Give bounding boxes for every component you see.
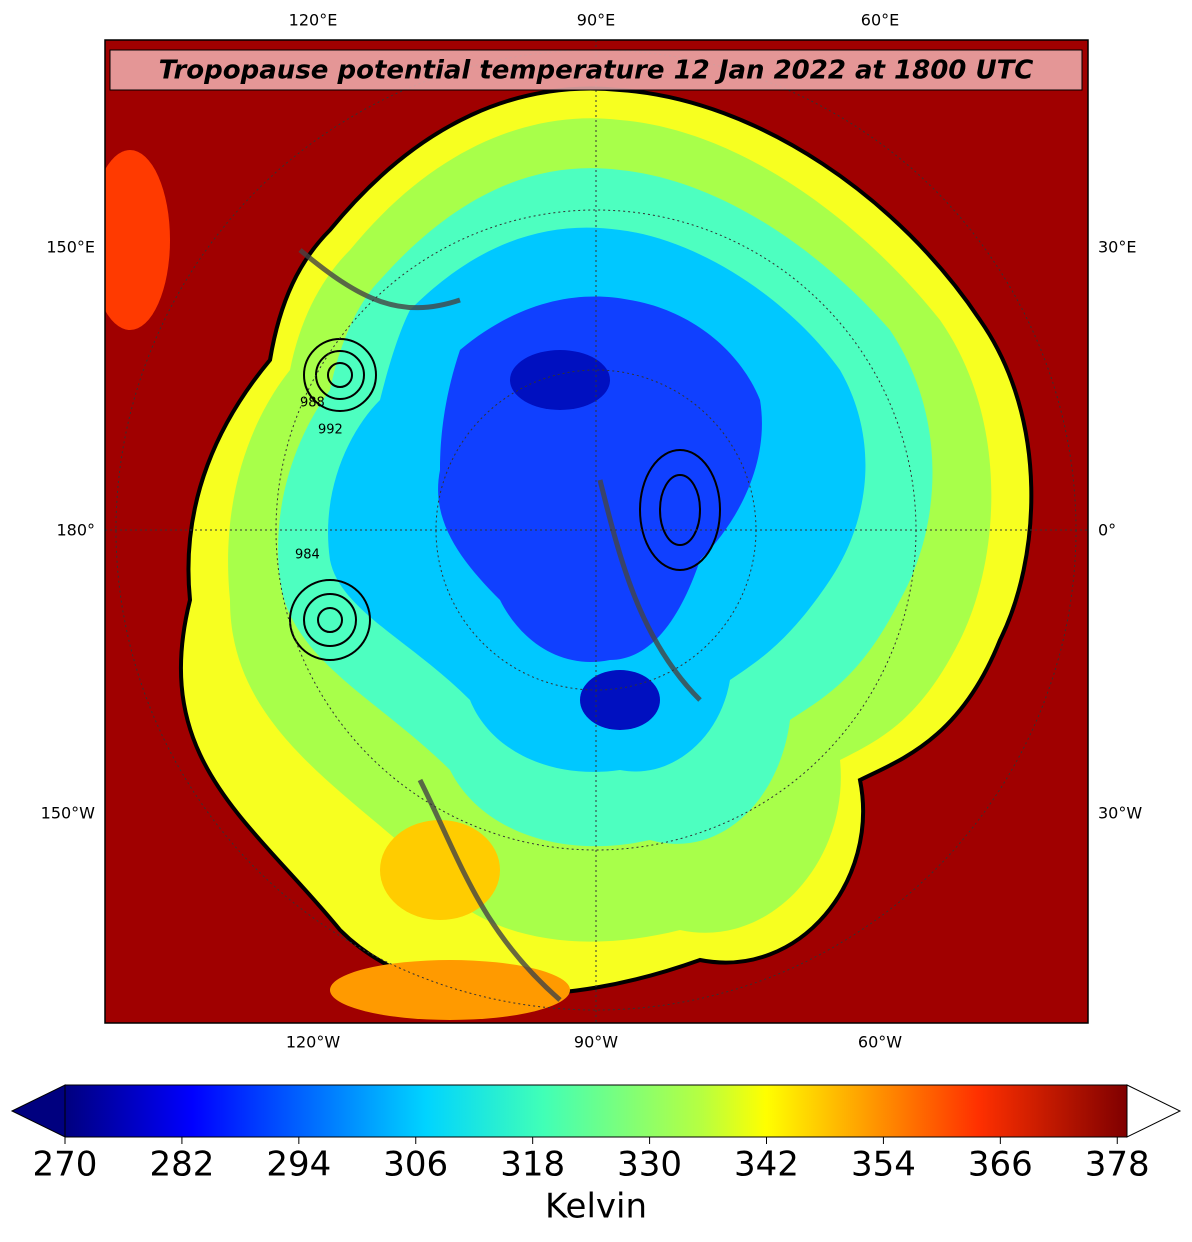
contour-label: 992 bbox=[318, 423, 343, 438]
title-box bbox=[109, 49, 1083, 91]
colorbar-tick-label: 366 bbox=[968, 1145, 1033, 1185]
colorbar-tick-label: 318 bbox=[500, 1145, 565, 1185]
lon-label: 150°W bbox=[41, 804, 96, 823]
colorbar-extend-high bbox=[1126, 1084, 1182, 1138]
map-field bbox=[105, 40, 1088, 1023]
map-title: Tropopause potential temperature 12 Jan … bbox=[159, 56, 1034, 86]
lon-label: 30°W bbox=[1098, 804, 1142, 823]
colorbar-tick-label: 342 bbox=[734, 1145, 799, 1185]
lon-label: 90°E bbox=[577, 11, 615, 30]
colorbar-tick-label: 354 bbox=[851, 1145, 916, 1185]
lon-label: 180° bbox=[56, 521, 95, 540]
colorbar bbox=[64, 1084, 1128, 1138]
colorbar-tick-label: 330 bbox=[617, 1145, 682, 1185]
lon-label: 120°E bbox=[289, 11, 338, 30]
colorbar-tick-label: 378 bbox=[1085, 1145, 1150, 1185]
colorbar-label: Kelvin bbox=[545, 1187, 647, 1227]
colorbar-tick-label: 270 bbox=[33, 1145, 98, 1185]
colorbar-tick-label: 294 bbox=[266, 1145, 331, 1185]
lon-label: 60°W bbox=[858, 1033, 902, 1052]
lon-label: 120°W bbox=[286, 1033, 341, 1052]
contour-label: 984 bbox=[295, 548, 320, 563]
lon-label: 0° bbox=[1098, 521, 1116, 540]
colorbar-tick-label: 282 bbox=[149, 1145, 214, 1185]
colorbar-tick-label: 306 bbox=[383, 1145, 448, 1185]
colorbar-extend-low bbox=[10, 1084, 66, 1138]
map-frame bbox=[104, 39, 1089, 1024]
lon-label: 30°E bbox=[1098, 238, 1136, 257]
lon-label: 90°W bbox=[574, 1033, 618, 1052]
lon-label: 150°E bbox=[46, 238, 95, 257]
lon-label: 60°E bbox=[861, 11, 899, 30]
contour-label: 988 bbox=[300, 396, 325, 411]
